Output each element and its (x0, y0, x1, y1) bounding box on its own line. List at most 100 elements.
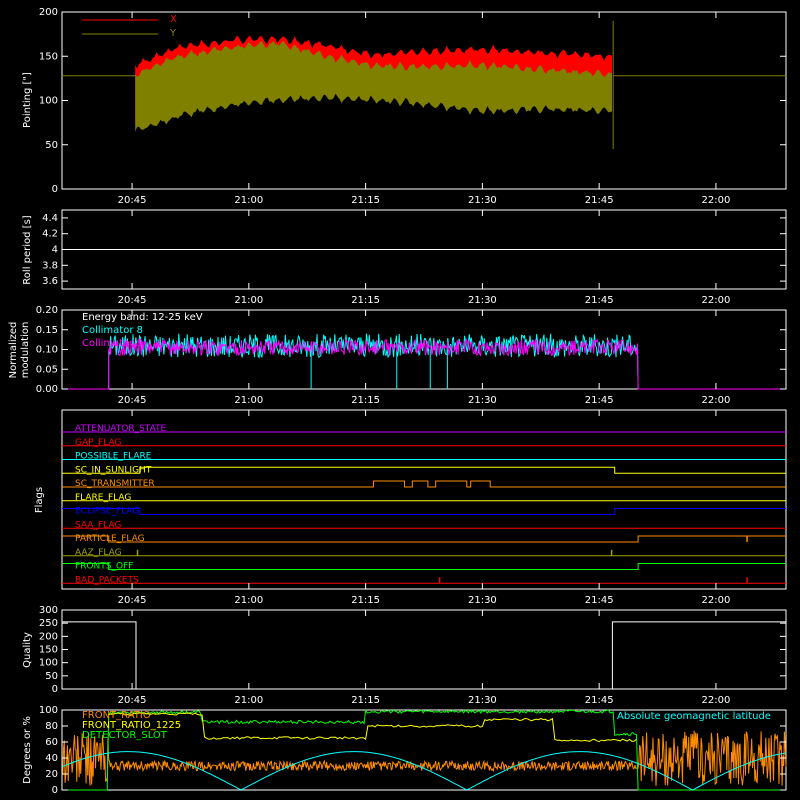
modulation-line-1 (62, 338, 786, 390)
modulation-line-0 (62, 333, 786, 390)
ratio-legend-front: FRONT_RATIO (82, 710, 151, 721)
flags-panel: ATTENUATOR_STATE GAP_FLAG POSSIBLE_FLARE SC… (34, 409, 787, 606)
y-tick-label: 4.4 (42, 213, 58, 224)
flag-label-attenuator-state: ATTENUATOR_STATE (75, 424, 167, 434)
legend-y-label: Y (169, 28, 177, 39)
y-tick-label: 3.6 (42, 276, 58, 287)
flag-label-bad-packets: BAD_PACKETS (75, 575, 139, 585)
y-tick-label: 0 (52, 684, 58, 695)
y-tick-label: 0 (52, 184, 58, 195)
ratio-legend-detector: DETECTOR_SLOT (82, 730, 168, 741)
ratio-y-ticks: 0 20 40 60 80 100 (39, 705, 786, 796)
y-tick-label: 60 (45, 737, 58, 748)
flags-layer: ATTENUATOR_STATE GAP_FLAG POSSIBLE_FLARE SC… (62, 424, 786, 585)
modulation-y-ticks: 0.00 0.05 0.10 0.15 0.20 (36, 305, 786, 395)
modulation-line-layer (62, 333, 786, 390)
x-tick-label: 22:00 (702, 595, 731, 606)
x-tick-label: 22:00 (702, 195, 731, 206)
pointing-x-ticks: 20:45 21:00 21:15 21:30 21:45 22:00 (118, 12, 731, 206)
roll-panel: 3.6 3.8 4 4.2 4.4 20:45 21:00 21:15 21:30 21:45 2… (22, 209, 787, 306)
x-tick-label: 20:45 (118, 395, 147, 406)
flag-line-fronts-off (62, 563, 786, 570)
roll-y-ticks: 3.6 3.8 4 4.2 4.4 (42, 213, 786, 287)
ratio-front-line (61, 730, 787, 786)
pointing-area-y (135, 40, 612, 132)
pointing-ylabel: Pointing ["] (22, 72, 33, 128)
modulation-ylabel-1: Normalized (8, 322, 19, 379)
x-tick-label: 21:15 (351, 295, 380, 306)
y-tick-label: 0 (52, 785, 58, 796)
quality-y-ticks: 0 50 100 150 200 250 300 (39, 605, 786, 695)
x-tick-label: 21:30 (468, 195, 497, 206)
y-tick-label: 300 (39, 605, 58, 616)
y-tick-label: 40 (45, 753, 58, 764)
roll-ylabel: Roll period [s] (22, 215, 33, 284)
x-tick-label: 21:45 (585, 395, 614, 406)
x-tick-label: 21:00 (234, 695, 263, 706)
quality-ylabel: Quality (22, 632, 33, 668)
y-tick-label: 200 (39, 7, 58, 18)
y-tick-label: 0.20 (36, 305, 58, 316)
flags-frame (61, 409, 787, 590)
y-tick-label: 80 (45, 721, 58, 732)
x-tick-label: 21:45 (585, 195, 614, 206)
modulation-ylabel-2: modulation (20, 322, 31, 379)
x-tick-label: 21:15 (351, 195, 380, 206)
quality-line-layer (62, 621, 786, 690)
flag-line-eclipse-flag (62, 508, 786, 515)
ratio-ylabel: Degrees or % (22, 716, 33, 784)
y-tick-label: 100 (39, 658, 58, 669)
quality-x-ticks: 20:45 21:00 21:15 21:30 21:45 22:00 (118, 610, 731, 706)
y-tick-label: 3.8 (42, 260, 58, 271)
y-tick-label: 0.15 (36, 325, 58, 336)
flag-label-fronts-off: FRONTS_OFF (75, 562, 133, 572)
x-tick-label: 21:00 (234, 195, 263, 206)
y-tick-label: 150 (39, 645, 58, 656)
flag-label-particle-flag: PARTICLE_FLAG (75, 534, 145, 544)
modulation-legend-c9: Collimator 9 (82, 338, 143, 349)
x-tick-label: 21:15 (351, 595, 380, 606)
x-tick-label: 21:00 (234, 395, 263, 406)
x-tick-label: 21:45 (585, 295, 614, 306)
ratio-frame (61, 709, 787, 791)
flags-x-ticks: 20:45 21:00 21:15 21:30 21:45 22:00 (118, 410, 731, 606)
legend-x-label: X (170, 14, 177, 25)
pointing-y-ticks: 0 50 100 150 200 (39, 7, 786, 195)
x-tick-label: 22:00 (702, 695, 731, 706)
y-tick-label: 200 (39, 631, 58, 642)
y-tick-label: 20 (45, 769, 58, 780)
x-tick-label: 22:00 (702, 295, 731, 306)
ratio-line-layer (61, 708, 787, 791)
ratio-geomag-line (61, 751, 787, 791)
modulation-panel: 0.00 0.05 0.10 0.15 0.20 20:45 21:00 21:15 21:3… (8, 305, 787, 406)
pointing-panel: 0 50 100 150 200 20:45 21:00 21:15 21:30 21:45 22… (22, 7, 787, 206)
flag-label-eclipse-flag: ECLIPSE_FLAG (75, 507, 139, 517)
x-tick-label: 20:45 (118, 195, 147, 206)
ratio-geomag-label: Absolute geomagnetic latitude (617, 711, 771, 722)
x-tick-label: 20:45 (118, 295, 147, 306)
modulation-energy-band: Energy band: 12-25 keV (82, 312, 203, 323)
y-tick-label: 50 (45, 671, 58, 682)
y-tick-label: 100 (39, 96, 58, 107)
x-tick-label: 20:45 (118, 595, 147, 606)
y-tick-label: 50 (45, 140, 58, 151)
y-tick-label: 100 (39, 705, 58, 716)
x-tick-label: 21:15 (351, 695, 380, 706)
y-tick-label: 4.2 (42, 229, 58, 240)
x-tick-label: 21:45 (585, 695, 614, 706)
flag-line-particle-flag (62, 535, 786, 543)
x-tick-label: 22:00 (702, 395, 731, 406)
y-tick-label: 4 (52, 245, 58, 256)
x-tick-label: 21:00 (234, 295, 263, 306)
x-tick-label: 21:30 (468, 295, 497, 306)
flags-ylabel: Flags (34, 487, 45, 513)
modulation-x-ticks: 20:45 21:00 21:15 21:30 21:45 22:00 (118, 310, 731, 406)
y-tick-label: 150 (39, 51, 58, 62)
flag-label-aaz-flag: AAZ_FLAG (75, 548, 122, 558)
x-tick-label: 20:45 (118, 695, 147, 706)
flag-label-sc-in-sunlight: SC_IN_SUNLIGHT (75, 465, 152, 475)
x-tick-label: 21:45 (585, 595, 614, 606)
